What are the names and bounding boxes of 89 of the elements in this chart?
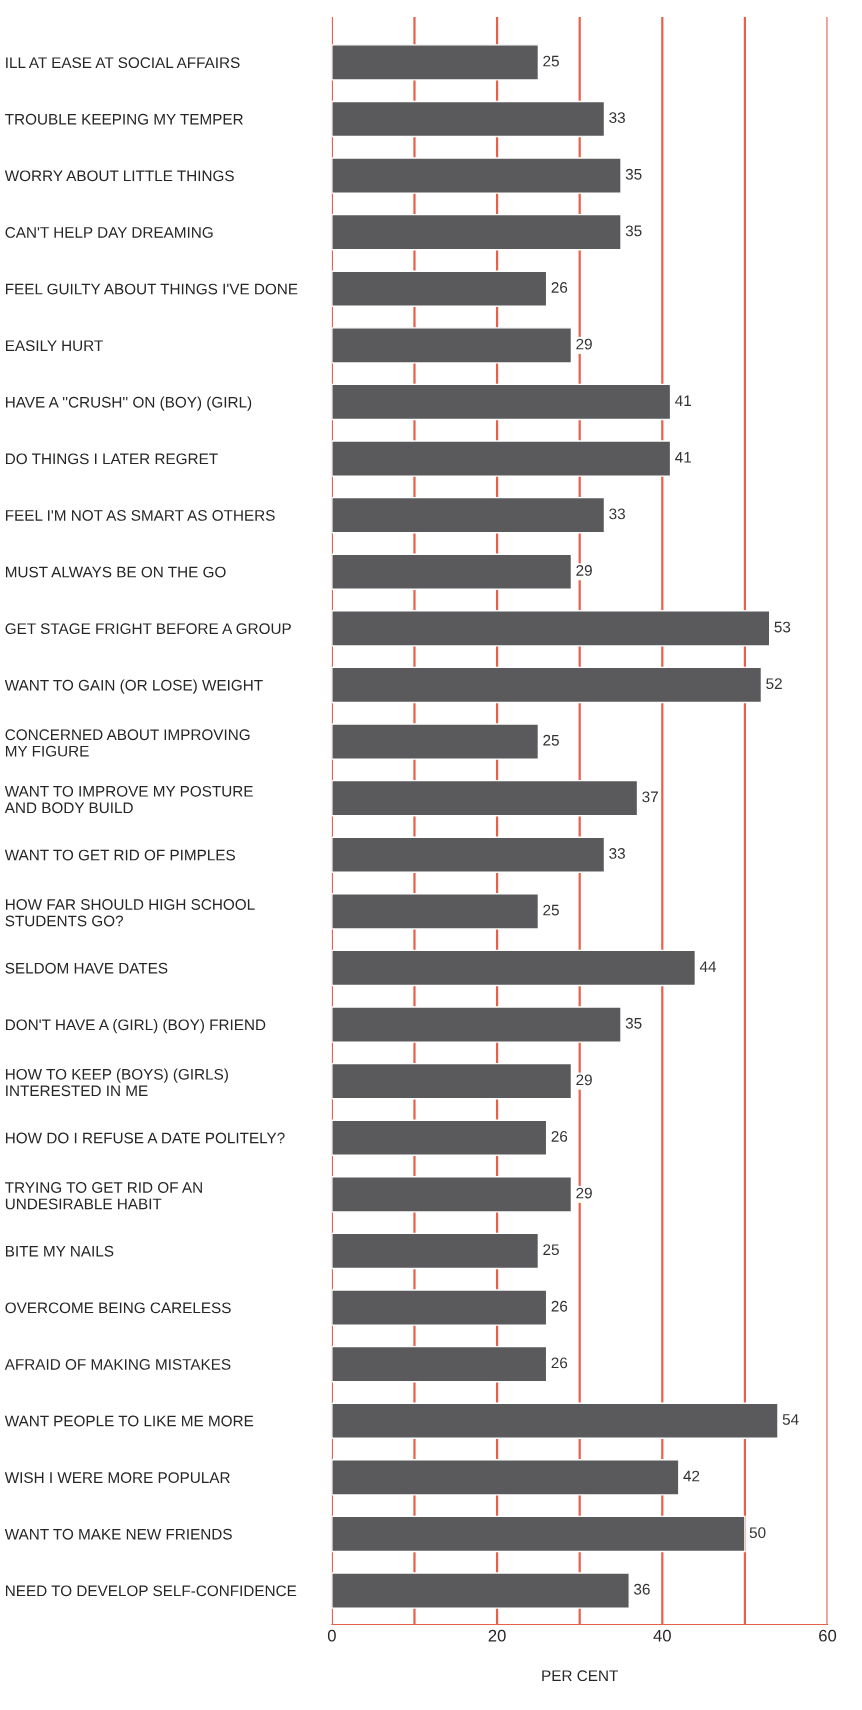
- y-tick-label: WORRY ABOUT LITTLE THINGS: [4, 170, 234, 182]
- x-axis-title: PER CENT: [542, 1670, 618, 1682]
- y-tick-label: DON'T HAVE A (GIRL) (BOY) FRIEND: [5, 1019, 266, 1034]
- bar: [331, 1459, 680, 1496]
- bar: [331, 1515, 746, 1553]
- x-tick-label: 0: [327, 1629, 336, 1642]
- bar: [331, 270, 548, 308]
- y-tick-label: TROUBLE KEEPING MY TEMPER: [5, 113, 243, 125]
- data-label: 29: [576, 565, 592, 576]
- y-tick-label: BITE MY NAILS: [5, 1245, 114, 1257]
- y-tick-label: GET STAGE FRIGHT BEFORE A GROUP: [5, 623, 291, 635]
- y-tick-label: OVERCOME BEING CARELESS: [5, 1302, 231, 1314]
- bar: [331, 723, 540, 760]
- bar: [331, 779, 639, 817]
- y-tick-label: WANT PEOPLE TO LIKE ME MORE: [4, 1415, 254, 1427]
- data-label: 29: [576, 338, 592, 350]
- data-label: 25: [543, 904, 559, 916]
- data-label: 50: [749, 1527, 766, 1539]
- y-tick-label: HOW DO I REFUSE A DATE POLITELY?: [5, 1132, 285, 1144]
- bar: [331, 157, 622, 194]
- bar: [331, 1119, 548, 1156]
- bar: [331, 327, 573, 364]
- data-label: 33: [609, 508, 625, 520]
- data-label: 54: [782, 1414, 799, 1425]
- data-label: 29: [576, 1074, 592, 1086]
- data-label: 25: [543, 55, 559, 67]
- data-label: 44: [699, 961, 717, 972]
- bar: [331, 1006, 622, 1043]
- y-tick-label: WANT TO GAIN (OR LOSE) WEIGHT: [4, 679, 263, 694]
- y-tick-label: HOW TO KEEP (BOYS) (GIRLS) INTERESTED IN ME: [5, 1068, 228, 1097]
- bar: [331, 1572, 630, 1609]
- bar: [331, 666, 763, 704]
- data-label: 26: [551, 1300, 568, 1312]
- y-tick-label: FEEL I'M NOT AS SMART AS OTHERS: [5, 510, 275, 521]
- y-tick-label: NEED TO DEVELOP SELF-CONFIDENCE: [5, 1585, 297, 1597]
- y-tick-label: AFRAID OF MAKING MISTAKES: [4, 1359, 231, 1370]
- x-tick-label: 20: [488, 1629, 506, 1642]
- bar: [331, 100, 606, 138]
- bar: [331, 610, 771, 647]
- data-label: 41: [675, 395, 691, 406]
- bar: [331, 1402, 779, 1439]
- bar: [331, 1345, 548, 1383]
- y-tick-label: SELDOM HAVE DATES: [5, 962, 168, 974]
- bar: [331, 949, 697, 987]
- bar: [331, 1062, 573, 1100]
- y-tick-label: DO THINGS I LATER REGRET: [5, 453, 218, 465]
- y-tick-label: TRYING TO GET RID OF AN UNDESIRABLE HABIT: [5, 1182, 202, 1210]
- y-tick-label: CAN'T HELP DAY DREAMING: [5, 227, 213, 238]
- data-label: 37: [642, 791, 658, 803]
- y-tick-label: HOW FAR SHOULD HIGH SCHOOL STUDENTS GO?: [5, 899, 255, 927]
- y-tick-label: EASILY HURT: [5, 340, 103, 352]
- data-label: 25: [543, 1244, 559, 1256]
- data-label: 25: [543, 734, 559, 746]
- y-tick-label: WANT TO MAKE NEW FRIENDS: [4, 1528, 232, 1540]
- data-label: 33: [609, 848, 625, 859]
- y-tick-label: CONCERNED ABOUT IMPROVING MY FIGURE: [5, 729, 250, 757]
- bar: [331, 1289, 548, 1326]
- y-tick-label: HAVE A ''CRUSH'' ON (BOY) (GIRL): [5, 396, 252, 411]
- y-tick-label: WISH I WERE MORE POPULAR: [4, 1472, 230, 1484]
- bar: [331, 44, 540, 81]
- data-label: 35: [625, 225, 642, 237]
- bar: [331, 383, 672, 421]
- bar: [331, 836, 606, 873]
- data-label: 26: [551, 1131, 568, 1142]
- x-tick-label: 40: [653, 1629, 671, 1642]
- data-label: 36: [634, 1583, 650, 1595]
- data-label: 35: [625, 168, 642, 180]
- data-label: 41: [675, 452, 691, 463]
- bar: [331, 496, 606, 534]
- data-label: 53: [774, 621, 791, 633]
- y-tick-label: WANT TO GET RID OF PIMPLES: [4, 849, 235, 861]
- data-label: 26: [551, 1357, 568, 1369]
- data-label: 35: [625, 1017, 642, 1029]
- data-label: 42: [683, 1470, 700, 1482]
- x-tick-label: 60: [819, 1629, 837, 1642]
- bar: [331, 1176, 573, 1213]
- data-label: 29: [576, 1187, 592, 1199]
- data-label: 33: [609, 112, 625, 124]
- bar: [331, 213, 622, 251]
- bar: [331, 893, 540, 930]
- y-tick-label: FEEL GUILTY ABOUT THINGS I'VE DONE: [5, 283, 298, 295]
- bar: [331, 440, 672, 477]
- y-tick-label: ILL AT EASE AT SOCIAL AFFAIRS: [6, 57, 240, 69]
- y-tick-label: MUST ALWAYS BE ON THE GO: [5, 566, 226, 578]
- data-label: 52: [766, 678, 782, 690]
- bar: [331, 553, 573, 591]
- y-tick-label: WANT TO IMPROVE MY POSTURE AND BODY BUILD: [4, 785, 253, 814]
- bar: [331, 1232, 540, 1270]
- data-label: 26: [551, 282, 568, 293]
